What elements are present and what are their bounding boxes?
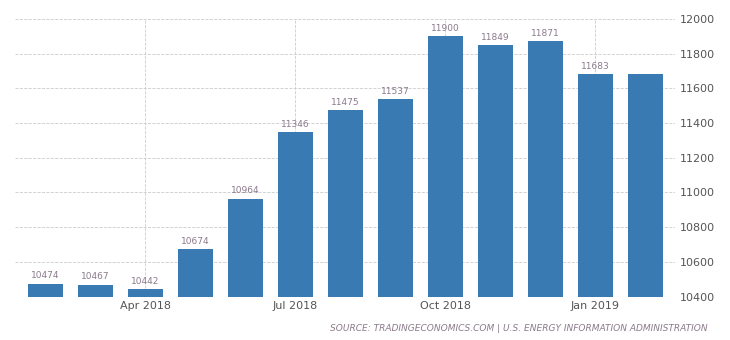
Bar <box>577 74 612 340</box>
Text: 11683: 11683 <box>580 62 610 70</box>
Bar <box>477 45 512 340</box>
Text: 10474: 10474 <box>31 271 59 280</box>
Text: 10467: 10467 <box>81 272 110 282</box>
Bar <box>28 284 63 340</box>
Bar <box>77 285 112 340</box>
Text: 11849: 11849 <box>480 33 510 42</box>
Bar <box>428 36 463 340</box>
Bar <box>177 249 212 340</box>
Text: 11346: 11346 <box>281 120 310 129</box>
Bar <box>528 41 563 340</box>
Bar <box>277 133 312 340</box>
Bar <box>628 74 663 340</box>
Text: 10674: 10674 <box>181 237 210 245</box>
Text: 11871: 11871 <box>531 29 559 38</box>
Bar <box>228 199 263 340</box>
Text: 11475: 11475 <box>331 98 359 107</box>
Bar <box>328 110 363 340</box>
Text: 10442: 10442 <box>131 277 159 286</box>
Text: 11537: 11537 <box>380 87 410 96</box>
Text: 10964: 10964 <box>231 186 259 195</box>
Text: SOURCE: TRADINGECONOMICS.COM | U.S. ENERGY INFORMATION ADMINISTRATION: SOURCE: TRADINGECONOMICS.COM | U.S. ENER… <box>331 324 708 333</box>
Bar <box>377 99 412 340</box>
Text: 11900: 11900 <box>431 24 459 33</box>
Bar <box>128 289 163 340</box>
